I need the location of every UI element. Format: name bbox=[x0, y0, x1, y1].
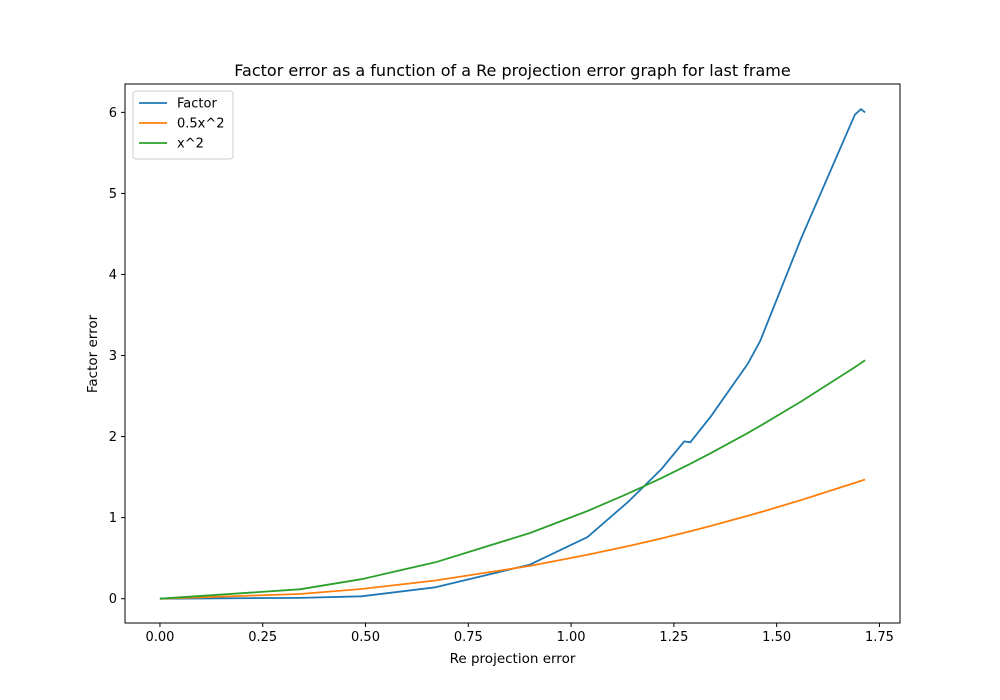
x-tick-label: 1.25 bbox=[659, 630, 688, 645]
chart-title: Factor error as a function of a Re proje… bbox=[234, 61, 790, 80]
x-tick-label: 1.50 bbox=[762, 630, 791, 645]
legend: Factor 0.5x^2 x^2 bbox=[132, 90, 234, 160]
legend-box bbox=[132, 90, 234, 160]
x-tick-label: 1.00 bbox=[557, 630, 586, 645]
x-axis-label: Re projection error bbox=[450, 651, 576, 667]
y-tick-label: 6 bbox=[109, 106, 117, 121]
plot-border bbox=[124, 83, 901, 624]
y-tick-label: 3 bbox=[109, 349, 117, 364]
series-line-Factor bbox=[159, 108, 866, 600]
x-tick-label: 0.50 bbox=[351, 630, 380, 645]
legend-label: Factor bbox=[177, 97, 217, 112]
y-tick-label: 0 bbox=[109, 592, 117, 607]
legend-label: 0.5x^2 bbox=[177, 117, 225, 132]
y-axis-label: Factor error bbox=[85, 314, 101, 393]
legend-label: x^2 bbox=[177, 137, 204, 152]
plot-area bbox=[125, 84, 900, 623]
x-tick-label: 1.75 bbox=[865, 630, 894, 645]
x-tick-label: 0.00 bbox=[145, 630, 174, 645]
y-tick-label: 4 bbox=[109, 268, 117, 283]
y-tick-label: 5 bbox=[109, 187, 117, 202]
y-tick-label: 1 bbox=[109, 511, 117, 526]
x-tick-label: 0.25 bbox=[248, 630, 277, 645]
series-line-0.5x^2 bbox=[159, 478, 866, 600]
y-tick-label: 2 bbox=[109, 430, 117, 445]
series-line-x^2 bbox=[159, 359, 866, 600]
x-tick-label: 0.75 bbox=[454, 630, 483, 645]
